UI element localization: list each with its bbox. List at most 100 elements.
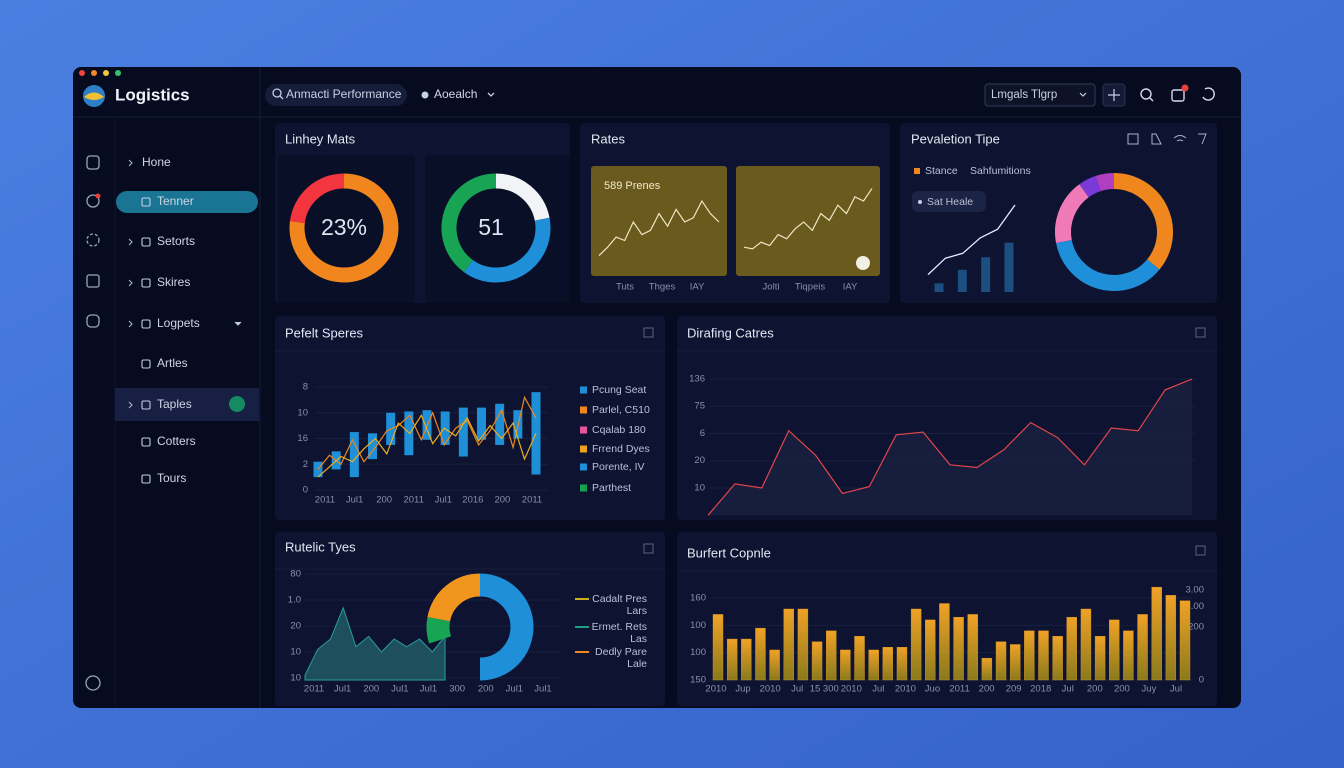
nav-item[interactable]: Hone bbox=[142, 155, 171, 169]
bar bbox=[981, 657, 993, 681]
search-icon bbox=[272, 88, 282, 98]
window-dot[interactable] bbox=[79, 70, 85, 76]
y-tick-label: 3.00 bbox=[1186, 601, 1205, 612]
filter-chip[interactable] bbox=[912, 191, 986, 212]
range-bar bbox=[495, 403, 505, 445]
range-bar bbox=[477, 407, 486, 440]
search-text[interactable]: Anmacti Performance bbox=[286, 87, 402, 101]
panel-menu[interactable] bbox=[643, 543, 654, 554]
panel-title: Burfert Copnle bbox=[687, 545, 771, 560]
rail-icon[interactable] bbox=[86, 155, 100, 170]
nav-item[interactable]: Skires bbox=[157, 275, 190, 289]
box-label: 589 Prenes bbox=[604, 180, 661, 192]
y-tick-label: 20 bbox=[694, 455, 705, 466]
legend-swatch bbox=[580, 445, 587, 453]
panel-title: Dirafing Catres bbox=[687, 325, 774, 340]
x-tick-label: 2011 bbox=[949, 684, 969, 695]
panel-menu[interactable] bbox=[1195, 327, 1206, 338]
gauge-arc bbox=[289, 173, 345, 224]
y-tick-label: 10 bbox=[694, 483, 705, 494]
panel bbox=[275, 316, 665, 520]
window-dot[interactable] bbox=[91, 70, 97, 76]
legend-label: Ermet. Rets bbox=[592, 621, 647, 633]
chart-box bbox=[591, 166, 727, 276]
rail-icon[interactable] bbox=[85, 675, 101, 691]
panel-menu[interactable] bbox=[643, 327, 654, 338]
dropdown-label[interactable]: Lmgals Tlgrp bbox=[991, 89, 1057, 101]
nav-item[interactable]: Taples bbox=[157, 397, 192, 411]
bar bbox=[981, 257, 991, 292]
bar bbox=[957, 269, 967, 292]
legend-label: Porente, IV bbox=[592, 461, 645, 473]
x-tick-label: Jul bbox=[1170, 684, 1182, 695]
nav-item[interactable]: Artles bbox=[157, 356, 188, 370]
menu-icon bbox=[421, 91, 429, 99]
panel-tool[interactable] bbox=[1127, 133, 1139, 145]
panel-tool[interactable] bbox=[1173, 135, 1187, 142]
donut-segment bbox=[479, 573, 534, 681]
bar bbox=[1052, 636, 1063, 681]
legend-swatch bbox=[914, 168, 920, 174]
box-icon[interactable] bbox=[856, 256, 870, 270]
x-tick-label: Jul1 bbox=[534, 684, 551, 695]
window-dot[interactable] bbox=[115, 70, 121, 76]
x-tick-label: 15 300 bbox=[810, 684, 839, 695]
rail-icon[interactable] bbox=[86, 233, 100, 247]
chart-box bbox=[736, 166, 880, 276]
bar bbox=[995, 641, 1007, 681]
x-tick-label: Jul1 bbox=[435, 495, 452, 506]
bar bbox=[910, 608, 922, 681]
dropdown[interactable] bbox=[984, 83, 1096, 107]
panel-tool[interactable] bbox=[1198, 133, 1207, 145]
y-tick-label: 200 bbox=[1188, 621, 1204, 632]
panel-title: Rutelic Tyes bbox=[285, 539, 356, 554]
y-tick-label: 100 bbox=[690, 620, 706, 631]
donut-segment bbox=[1055, 184, 1090, 244]
area bbox=[708, 379, 1192, 516]
bar bbox=[868, 649, 879, 681]
bar bbox=[896, 647, 908, 681]
nav-item[interactable]: Tenner bbox=[157, 194, 194, 208]
filter-chip-label[interactable]: Sat Heale bbox=[927, 196, 973, 208]
nav-item[interactable]: Setorts bbox=[157, 234, 195, 248]
donut-segment bbox=[1079, 175, 1101, 198]
menu-label[interactable]: Aoealch bbox=[434, 87, 477, 101]
window-dot[interactable] bbox=[103, 70, 109, 76]
add-icon bbox=[1108, 89, 1120, 101]
rail-icon[interactable] bbox=[86, 314, 100, 328]
y-tick-label: 6 bbox=[700, 428, 705, 439]
rail-icon[interactable] bbox=[86, 194, 100, 208]
rail-icon[interactable] bbox=[86, 274, 100, 288]
range-bar bbox=[404, 411, 414, 456]
nav-dropdown[interactable] bbox=[234, 321, 242, 326]
search-icon bbox=[279, 95, 284, 100]
search-button[interactable] bbox=[1140, 88, 1152, 100]
x-tick-label: Thges bbox=[649, 282, 676, 293]
x-tick-label: Juy bbox=[1142, 684, 1157, 695]
x-tick-label: 2011 bbox=[304, 684, 324, 695]
bar bbox=[741, 638, 752, 681]
legend-swatch bbox=[580, 406, 587, 414]
x-tick-label: 2011 bbox=[403, 495, 423, 506]
chip-dot bbox=[918, 200, 922, 204]
notifications-button[interactable] bbox=[1171, 89, 1185, 102]
line bbox=[317, 413, 537, 478]
nav-item[interactable]: Cotters bbox=[157, 434, 196, 448]
y-tick-label: 150 bbox=[690, 675, 706, 686]
nav-active[interactable] bbox=[116, 191, 258, 213]
panel-tool[interactable] bbox=[1151, 133, 1162, 145]
x-tick-label: 200 bbox=[478, 684, 494, 695]
x-tick-label: 209 bbox=[1006, 684, 1022, 695]
x-tick-label: 2011 bbox=[522, 495, 542, 506]
nav-item[interactable]: Tours bbox=[157, 471, 186, 485]
refresh-button[interactable] bbox=[1202, 87, 1215, 101]
panel-menu[interactable] bbox=[1195, 545, 1206, 556]
legend-label: Lale bbox=[627, 658, 647, 670]
nav-item[interactable]: Logpets bbox=[157, 316, 200, 330]
bar bbox=[726, 638, 738, 681]
x-tick-label: 2010 bbox=[760, 684, 781, 695]
search-box[interactable] bbox=[265, 84, 407, 106]
menu-chevron[interactable] bbox=[487, 92, 495, 97]
nav-icon bbox=[141, 197, 151, 207]
line bbox=[598, 199, 720, 257]
